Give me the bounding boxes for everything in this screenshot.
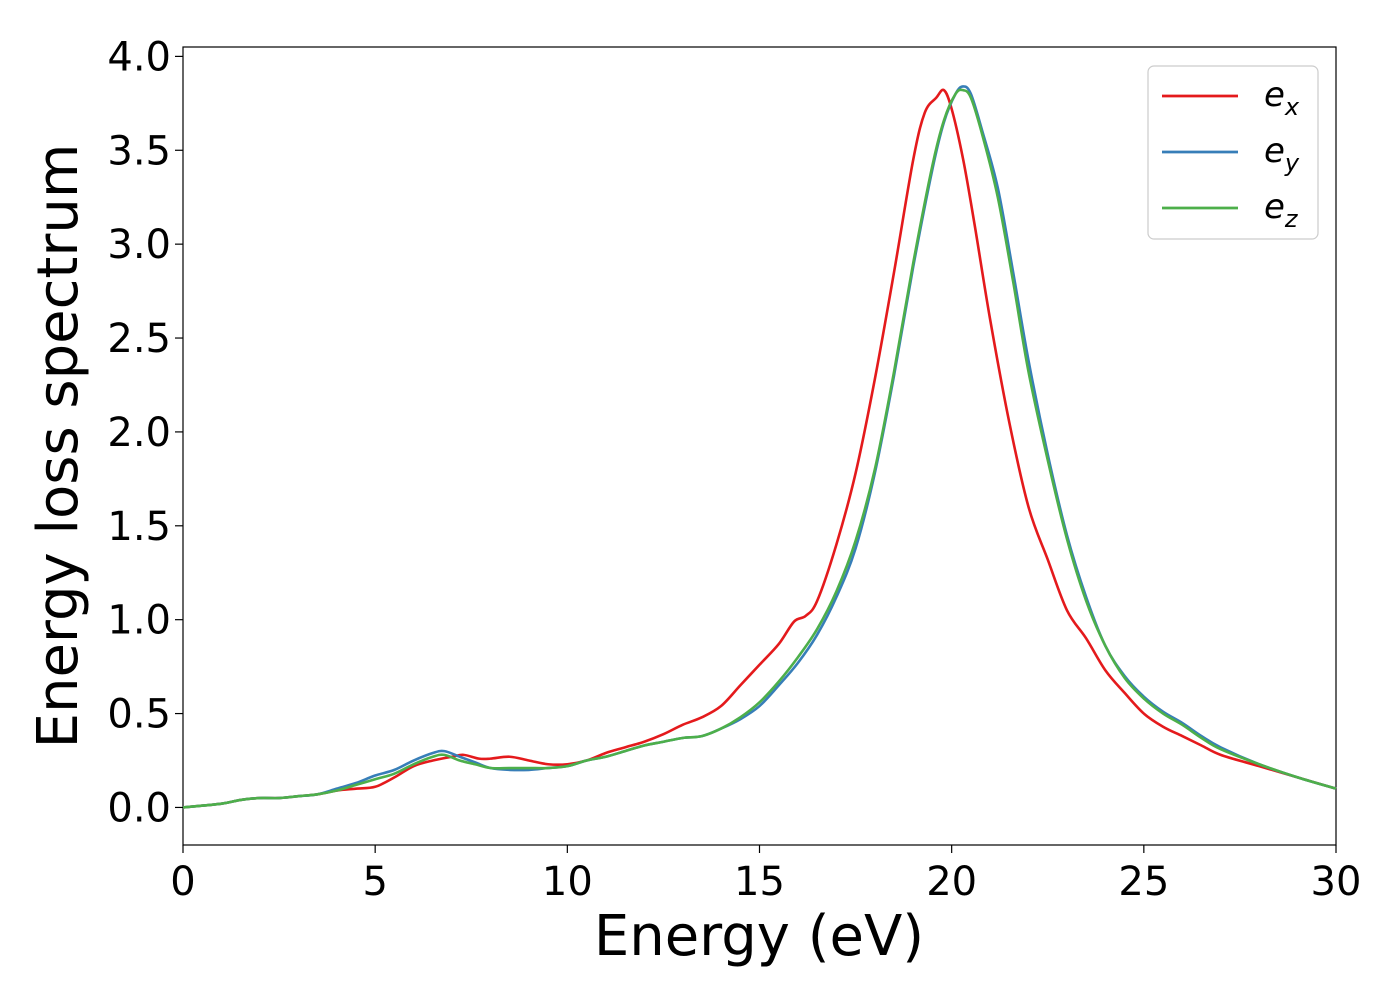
x-tick-label: 15 bbox=[734, 859, 785, 905]
y-tick-label: 0.0 bbox=[107, 785, 171, 831]
y-tick-label: 4.0 bbox=[107, 34, 171, 80]
x-tick-label: 5 bbox=[362, 859, 387, 905]
y-tick-label: 2.5 bbox=[107, 316, 171, 362]
y-tick-label: 1.5 bbox=[107, 504, 171, 550]
y-tick-label: 2.0 bbox=[107, 410, 171, 456]
x-tick-label: 10 bbox=[542, 859, 593, 905]
x-tick-label: 20 bbox=[926, 859, 977, 905]
y-tick-label: 1.0 bbox=[107, 598, 171, 644]
y-tick-label: 0.5 bbox=[107, 692, 171, 738]
series-line-x bbox=[182, 88, 1337, 809]
series-line-z bbox=[182, 88, 1337, 809]
y-tick-label: 3.5 bbox=[107, 128, 171, 174]
series-layer bbox=[182, 85, 1337, 809]
y-axis: 0.0 0.5 1.0 1.5 2.0 2.5 3.0 3.5 4.0 bbox=[107, 34, 183, 831]
x-axis-label: Energy (eV) bbox=[594, 904, 924, 969]
y-tick-label: 3.0 bbox=[107, 222, 171, 268]
x-tick-label: 0 bbox=[170, 859, 195, 905]
x-axis: 0 5 10 15 20 25 30 bbox=[170, 845, 1361, 905]
x-tick-label: 25 bbox=[1118, 859, 1169, 905]
x-tick-label: 30 bbox=[1311, 859, 1362, 905]
y-axis-label: Energy loss spectrum bbox=[26, 144, 91, 749]
